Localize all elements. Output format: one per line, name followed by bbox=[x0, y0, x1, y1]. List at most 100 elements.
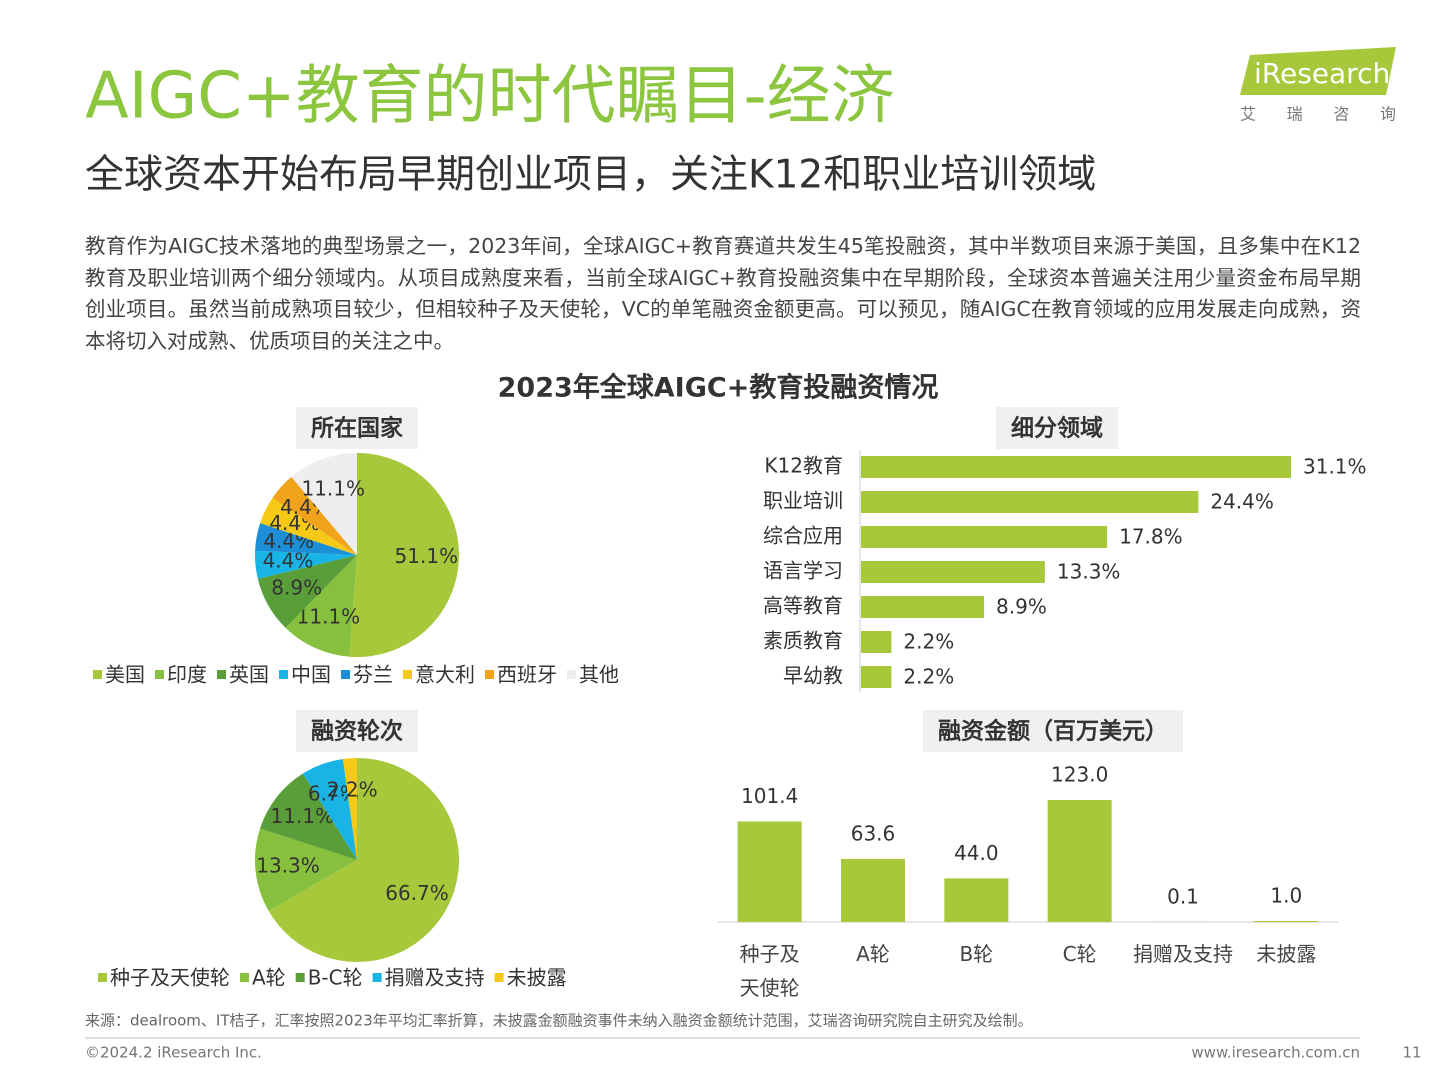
category-label: K12教育 bbox=[764, 454, 843, 478]
legend-swatch bbox=[494, 973, 504, 982]
data-label: 24.4% bbox=[1210, 490, 1274, 514]
data-label: 66.7% bbox=[385, 881, 449, 905]
legend-label: B-C轮 bbox=[308, 966, 363, 990]
category-label: B轮 bbox=[959, 942, 994, 966]
bar bbox=[944, 878, 1009, 922]
title: AIGC+教育的时代瞩目-经济 bbox=[85, 60, 895, 134]
subtitle: 全球资本开始布局早期创业项目，关注K12和职业培训领域 bbox=[85, 153, 1096, 198]
panel-title: 融资金额（百万美元） bbox=[938, 718, 1168, 745]
pie-slice bbox=[255, 828, 357, 911]
legend-swatch bbox=[295, 973, 305, 982]
legend-label: 印度 bbox=[167, 663, 207, 687]
data-label: 11.1% bbox=[301, 476, 365, 500]
legend-swatch bbox=[485, 670, 494, 679]
legend-swatch bbox=[372, 973, 382, 982]
legend-label: 美国 bbox=[105, 663, 145, 687]
category-label: 语言学习 bbox=[763, 559, 843, 583]
category-label: 种子及天使轮 bbox=[739, 942, 800, 1000]
legend-label: 其他 bbox=[579, 663, 619, 687]
pie-slice bbox=[268, 758, 459, 963]
pie-slice bbox=[259, 773, 357, 860]
body-text: 教育作为AIGC技术落地的典型场景之一，2023年间，全球AIGC+教育赛道共发… bbox=[85, 234, 1361, 353]
bar bbox=[737, 821, 802, 922]
data-label: 2.2% bbox=[903, 630, 954, 654]
legend-swatch bbox=[567, 670, 576, 679]
category-label: 职业培训 bbox=[763, 489, 843, 513]
bar bbox=[861, 631, 892, 653]
data-label: 0.1 bbox=[1167, 884, 1199, 908]
legend-swatch bbox=[240, 973, 249, 982]
data-label: 123.0 bbox=[1051, 763, 1108, 787]
legend-swatch bbox=[98, 973, 107, 982]
bar bbox=[1047, 800, 1112, 922]
category-label: 高等教育 bbox=[763, 594, 843, 618]
category-label: A轮 bbox=[856, 942, 890, 966]
data-label: 51.1% bbox=[395, 544, 459, 568]
category-label: C轮 bbox=[1062, 942, 1097, 966]
pie-slice bbox=[255, 550, 357, 579]
legend-label: 捐赠及支持 bbox=[385, 966, 485, 990]
data-label: 13.3% bbox=[1057, 560, 1121, 584]
pie-slice bbox=[255, 523, 357, 555]
panel-title: 所在国家 bbox=[311, 415, 403, 442]
data-label: 2.2% bbox=[903, 665, 954, 689]
data-label: 2.2% bbox=[327, 777, 378, 801]
bar bbox=[861, 491, 1199, 513]
legend-swatch bbox=[403, 670, 412, 679]
bar bbox=[861, 561, 1045, 583]
legend-swatch bbox=[341, 670, 350, 679]
logo-badge bbox=[1240, 47, 1396, 95]
section-title: 2023年全球AIGC+教育投融资情况 bbox=[498, 372, 939, 404]
logo-subtitle: 艾 瑞 咨 询 bbox=[1240, 105, 1396, 124]
panel-tag-bg bbox=[996, 407, 1118, 449]
bar bbox=[861, 666, 892, 688]
logo: iResearch bbox=[1254, 57, 1390, 90]
panel-tag-bg bbox=[296, 710, 418, 752]
legend-label: 英国 bbox=[229, 663, 269, 687]
source: 来源：dealroom、IT桔子，汇率按照2023年平均汇率折算，未披露金额融资… bbox=[85, 1012, 1033, 1030]
panel-tag-bg bbox=[296, 407, 418, 449]
legend-label: 西班牙 bbox=[497, 663, 557, 687]
pie-slice bbox=[272, 476, 357, 555]
pie-slice bbox=[291, 453, 357, 555]
pie-slice bbox=[260, 497, 357, 555]
page-number: 11 bbox=[1402, 1044, 1421, 1062]
panel-tag-bg bbox=[923, 710, 1183, 752]
url: www.iresearch.com.cn bbox=[1191, 1044, 1360, 1062]
bar bbox=[1254, 921, 1319, 922]
bar bbox=[861, 596, 985, 618]
data-label: 17.8% bbox=[1119, 525, 1183, 549]
legend-swatch bbox=[155, 670, 164, 679]
legend-label: 中国 bbox=[291, 663, 331, 687]
data-label: 11.1% bbox=[297, 605, 361, 629]
copyright: ©2024.2 iResearch Inc. bbox=[85, 1044, 262, 1062]
legend-label: A轮 bbox=[252, 966, 286, 990]
data-label: 44.0 bbox=[954, 841, 999, 865]
pie-slice bbox=[349, 453, 459, 657]
legend-label: 未披露 bbox=[507, 966, 567, 990]
data-label: 8.9% bbox=[996, 595, 1047, 619]
category-label: 早幼教 bbox=[783, 664, 843, 688]
bar bbox=[841, 858, 905, 922]
legend-swatch bbox=[279, 670, 288, 679]
legend-swatch bbox=[93, 670, 102, 679]
category-label: 捐赠及支持 bbox=[1133, 942, 1233, 966]
data-label: 1.0 bbox=[1270, 884, 1302, 908]
legend-label: 种子及天使轮 bbox=[110, 966, 230, 990]
category-label: 未披露 bbox=[1256, 942, 1317, 966]
pie-slice bbox=[302, 758, 357, 860]
category-label: 综合应用 bbox=[763, 524, 843, 548]
bar bbox=[861, 526, 1108, 548]
bar bbox=[861, 456, 1291, 478]
data-label: 63.6 bbox=[851, 821, 896, 845]
data-label: 11.1% bbox=[271, 804, 335, 828]
data-label: 13.3% bbox=[256, 854, 320, 878]
legend-swatch bbox=[217, 670, 226, 679]
legend-label: 意大利 bbox=[415, 663, 475, 687]
data-label: 101.4 bbox=[741, 784, 798, 808]
pie-slice bbox=[285, 555, 357, 657]
category-label: 素质教育 bbox=[763, 629, 843, 653]
panel-title: 融资轮次 bbox=[311, 718, 403, 745]
panel-title: 细分领域 bbox=[1011, 415, 1103, 442]
